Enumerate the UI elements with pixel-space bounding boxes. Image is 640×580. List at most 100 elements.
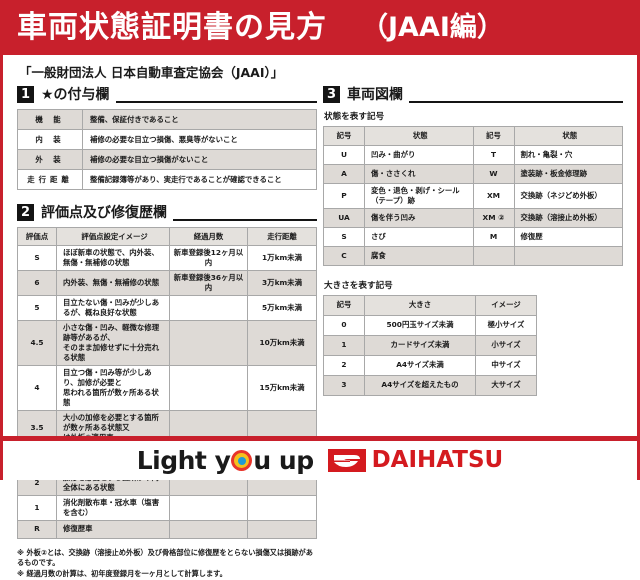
section-number-2: 2 (17, 204, 34, 221)
target-circle-icon (231, 450, 253, 471)
section-number-3: 3 (323, 86, 340, 103)
condition-symbol-table: 記号 状態 記号 状態 U 凹み・曲がり T 割れ・亀裂・穴 A 傷・ささくれ (323, 126, 623, 266)
symbol-table-subtitle: 状態を表す記号 (324, 112, 385, 122)
eval-image: 目立つ傷・凹み等が少しあり、加修が必要と 思われる箇所が数ヶ所ある状態 (56, 364, 170, 411)
eval-score: R (17, 519, 57, 539)
section-label-1: ★の付与欄 (41, 87, 110, 103)
eval-score: 4.5 (17, 319, 57, 366)
eval-image: 目立たない傷・凹みが少しあるが、概ね良好な状態 (56, 294, 170, 321)
table-row: 外 装 補修の必要な目立つ損傷がないこと (17, 149, 317, 170)
symbol-right: XM (472, 183, 515, 209)
table-row: U 凹み・曲がり T 割れ・亀裂・穴 (323, 145, 623, 165)
content-columns: 1 ★の付与欄 機 能 整備、保証付きであること 内 装 補修の必要な目立つ損傷… (3, 84, 637, 580)
eval-score: 1 (17, 494, 57, 521)
document-title-bar: 車両状態証明書の見方 （JAAI編） (3, 0, 637, 55)
size-symbol: 3 (323, 374, 365, 396)
table-row: 5 目立たない傷・凹みが少しあるが、概ね良好な状態 5万km未満 (17, 294, 317, 321)
evaluation-score-table: 評価点 評価点設定イメージ 経過月数 走行距離 S ほぼ新車の状態で、内外装、無… (17, 227, 317, 539)
symbol-left: P (323, 183, 365, 209)
organization-line: 「一般財団法人 日本自動車査定協会（JAAI）」 (19, 65, 284, 80)
eval-image: 小さな傷・凹み、軽微な修理跡等があるが、 そのまま加修せずに十分売れる状態 (56, 319, 170, 366)
slogan-part-a: Light y (136, 446, 231, 475)
footer-inner: Light y u up DAIHATSU (3, 441, 637, 480)
section-header-3: 3 車両図欄 (323, 86, 623, 103)
slogan-part-b: u up (253, 446, 314, 475)
eval-score: 6 (17, 269, 57, 296)
state-left: 腐食 (364, 245, 474, 266)
eval-mileage (247, 494, 317, 521)
col-header-size: 大きさ (364, 294, 476, 316)
footer-red-rule (3, 436, 637, 441)
document-footer: Light y u up DAIHATSU (3, 436, 637, 480)
eval-months (169, 294, 248, 321)
eval-months (169, 364, 248, 411)
table-row: C 腐食 (323, 245, 623, 266)
slogan: Light y u up (137, 448, 314, 473)
star-row-value: 整備、保証付きであること (82, 109, 317, 130)
star-row-value: 補修の必要な目立つ損傷がないこと (82, 149, 317, 170)
col-header-symbol-left: 記号 (323, 126, 365, 146)
left-column: 1 ★の付与欄 機 能 整備、保証付きであること 内 装 補修の必要な目立つ損傷… (17, 84, 317, 580)
size-desc: 500円玉サイズ未満 (364, 314, 476, 336)
section-label-2: 評価点及び修復歴欄 (41, 205, 167, 221)
eval-mileage: 1万km未満 (247, 245, 317, 271)
star-row-value: 整備記録簿等があり、実走行であることが確認できること (82, 169, 317, 190)
eval-months: 新車登録後36ヶ月以内 (169, 269, 248, 296)
eval-months: 新車登録後12ヶ月以内 (169, 245, 248, 271)
state-right: 割れ・亀裂・穴 (513, 145, 623, 165)
symbol-left: A (323, 164, 365, 184)
size-symbol: 0 (323, 314, 365, 336)
star-row-key: 走行距離 (17, 169, 83, 190)
table-row: S さび M 修復歴 (323, 226, 623, 247)
col-header-symbol-right: 記号 (472, 126, 515, 146)
eval-months (169, 319, 248, 366)
star-row-key: 外 装 (17, 149, 83, 170)
footnote-1: ※ 外板②とは、交換跡（溶接止め外板）及び骨格部位に修復歴をとらない損傷又は損跡… (17, 547, 313, 568)
col-header-months: 経過月数 (169, 227, 248, 246)
eval-score: 5 (17, 294, 57, 321)
size-image: 中サイズ (475, 354, 537, 376)
col-header-score: 評価点 (17, 227, 57, 246)
table-row: 3 A4サイズを超えたもの 大サイズ (323, 374, 537, 396)
eval-image: 内外装、無傷・無補修の状態 (56, 269, 170, 296)
state-left: 傷・ささくれ (364, 164, 474, 184)
state-left: さび (364, 226, 474, 247)
section-label-3: 車両図欄 (347, 87, 403, 103)
col-header-image: 評価点設定イメージ (56, 227, 170, 246)
star-row-key: 内 装 (17, 129, 83, 150)
eval-score: 4 (17, 364, 57, 411)
star-row-value: 補修の必要な目立つ損傷、悪臭等がないこと (82, 129, 317, 150)
symbol-right: W (472, 164, 515, 184)
table-header-row: 記号 状態 記号 状態 (323, 126, 623, 146)
col-header-size-image: イメージ (475, 294, 537, 316)
size-desc: A4サイズ未満 (364, 354, 476, 376)
table-row: 1 カードサイズ未満 小サイズ (323, 334, 537, 356)
section-rule-1 (115, 88, 317, 103)
section-rule-2 (173, 206, 317, 221)
table-row: A 傷・ささくれ W 塗装跡・板金修理跡 (323, 164, 623, 184)
footnotes: ※ 外板②とは、交換跡（溶接止め外板）及び骨格部位に修復歴をとらない損傷又は損跡… (17, 548, 317, 580)
eval-image: 修復歴車 (56, 519, 170, 539)
table-row: 2 A4サイズ未満 中サイズ (323, 354, 537, 376)
eval-mileage: 10万km未満 (247, 319, 317, 366)
eval-mileage: 3万km未満 (247, 269, 317, 296)
col-header-state-right: 状態 (513, 126, 623, 146)
eval-mileage (247, 519, 317, 539)
table-header-row: 評価点 評価点設定イメージ 経過月数 走行距離 (17, 227, 317, 246)
table-row: S ほぼ新車の状態で、内外装、無傷・無補修の状態 新車登録後12ヶ月以内 1万k… (17, 245, 317, 271)
right-column: 3 車両図欄 状態を表す記号 記号 状態 記号 状態 U 凹み・曲がり (323, 84, 623, 580)
eval-image: 消化剤散布車・冠水車（塩害を含む） (56, 494, 170, 521)
symbol-left: S (323, 226, 365, 247)
eval-score: S (17, 245, 57, 271)
table-row: 内 装 補修の必要な目立つ損傷、悪臭等がないこと (17, 129, 317, 150)
symbol-right: XM ② (472, 207, 515, 228)
size-image: 極小サイズ (475, 314, 537, 336)
state-right (513, 245, 623, 266)
symbol-left: U (323, 145, 365, 165)
section-rule-3 (409, 88, 623, 103)
size-symbol: 1 (323, 334, 365, 356)
symbol-right: M (472, 226, 515, 247)
table-row: 0 500円玉サイズ未満 極小サイズ (323, 314, 537, 336)
table-row: P 変色・退色・剥げ・シール（テープ）跡 XM 交換跡（ネジどめ外板） (323, 183, 623, 209)
symbol-right (472, 245, 515, 266)
